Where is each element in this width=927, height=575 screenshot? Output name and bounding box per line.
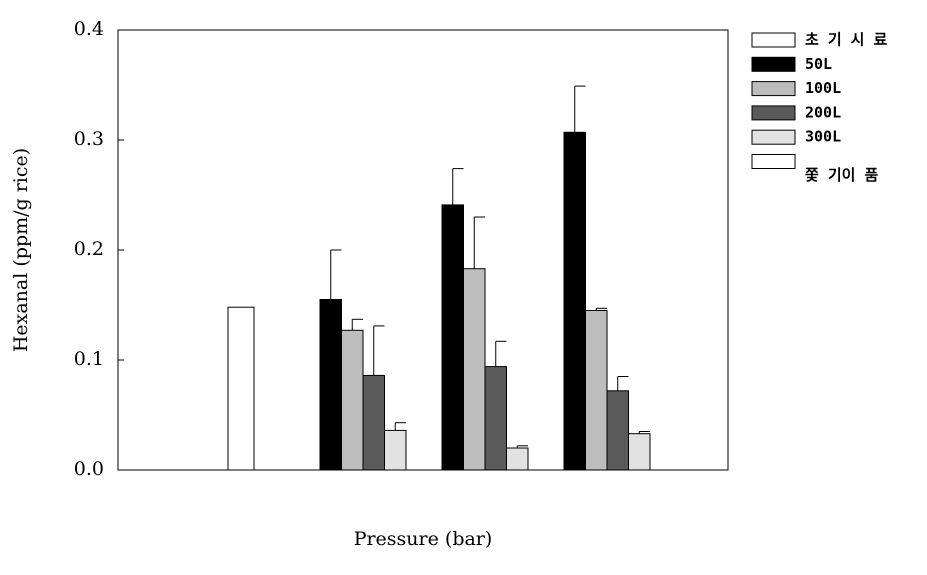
bar — [606, 390, 629, 471]
y-axis-label: Hexanal (ppm/g rice) — [10, 148, 32, 352]
x-axis-label: Pressure (bar) — [354, 528, 493, 550]
bar — [463, 268, 486, 471]
bar — [628, 433, 651, 471]
legend-swatch — [751, 32, 796, 48]
legend-label: 200L — [805, 103, 841, 121]
y-tick-label: 0.0 — [74, 458, 104, 480]
bar — [585, 310, 608, 471]
legend-swatch — [751, 129, 796, 145]
y-tick-label: 0.4 — [74, 18, 104, 40]
y-tick-label: 0.2 — [74, 238, 104, 260]
bar — [319, 299, 342, 471]
bar — [384, 429, 407, 471]
legend-label: 쫓 기이 품 — [805, 166, 878, 184]
legend-label: 300L — [805, 128, 841, 146]
plot-frame — [117, 29, 729, 471]
legend-label: 100L — [805, 79, 841, 97]
y-tick-label: 0.3 — [74, 128, 104, 150]
legend-label: 초 기 시 료 — [805, 31, 887, 49]
bar — [484, 366, 507, 471]
legend-swatch — [751, 154, 796, 169]
legend-swatch — [751, 105, 796, 121]
legend-swatch — [751, 81, 796, 97]
y-tick-label: 0.1 — [74, 348, 104, 370]
bar — [563, 131, 586, 471]
bar — [362, 374, 385, 471]
bar — [441, 204, 464, 471]
bar — [506, 447, 529, 471]
bar — [227, 306, 255, 471]
bar — [341, 329, 364, 471]
legend-swatch — [751, 56, 796, 72]
legend-label: 50L — [805, 55, 832, 73]
